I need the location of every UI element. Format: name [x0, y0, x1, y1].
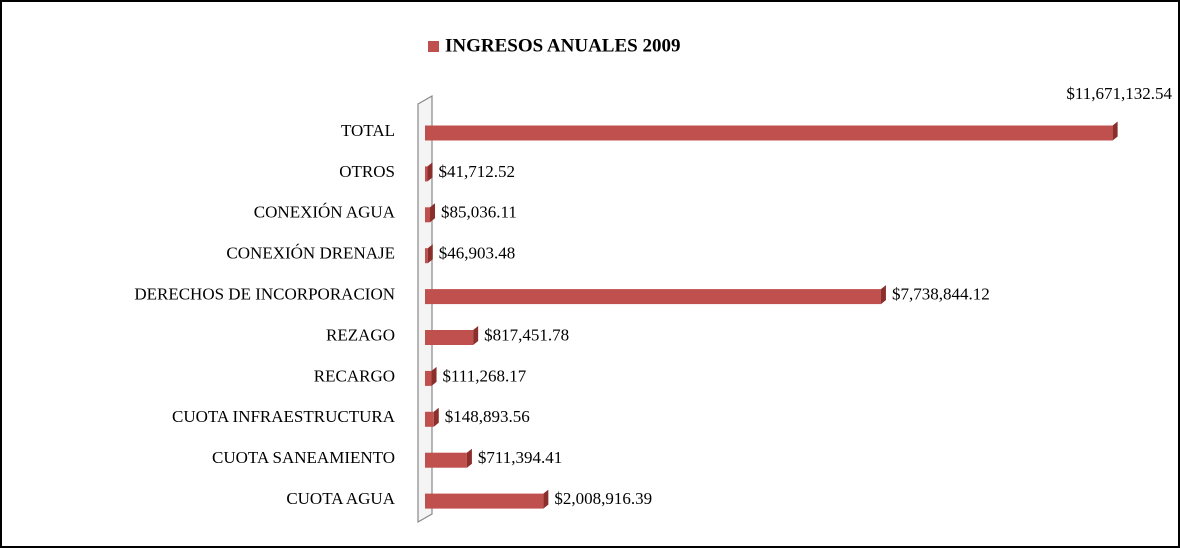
bar-side	[1112, 121, 1118, 141]
bar	[425, 248, 428, 264]
category-label: CUOTA SANEAMIENTO	[212, 448, 395, 467]
category-label: CUOTA AGUA	[286, 489, 395, 508]
value-label: $711,394.41	[478, 448, 562, 467]
value-label: $46,903.48	[439, 244, 516, 263]
category-label: CONEXIÓN DRENAJE	[226, 244, 395, 263]
bar-side	[427, 244, 433, 264]
category-label: RECARGO	[314, 366, 395, 385]
value-label: $111,268.17	[443, 366, 527, 385]
bar	[425, 330, 474, 345]
category-label: CONEXIÓN AGUA	[254, 203, 396, 222]
bar	[425, 207, 431, 223]
bar-side	[466, 448, 472, 468]
legend-label: INGRESOS ANUALES 2009	[445, 35, 680, 56]
category-label: TOTAL	[341, 121, 395, 140]
category-label: OTROS	[339, 162, 395, 181]
bar	[425, 125, 1113, 141]
bar	[425, 411, 434, 427]
bar-side	[430, 203, 436, 223]
bar-side	[433, 407, 439, 427]
value-label: $2,008,916.39	[554, 489, 652, 508]
category-label: REZAGO	[326, 325, 395, 344]
value-label: $41,712.52	[438, 162, 514, 181]
bar	[425, 493, 544, 509]
legend-swatch	[428, 41, 439, 52]
value-label: $85,036.11	[441, 203, 517, 222]
bar	[425, 166, 428, 182]
value-label: $148,893.56	[445, 407, 530, 426]
category-label: CUOTA INFRAESTRUCTURA	[172, 407, 396, 426]
bar-side	[880, 285, 886, 305]
value-label: $7,738,844.12	[892, 285, 990, 304]
bar	[425, 289, 881, 305]
bar-side	[473, 326, 479, 345]
bar-side	[431, 366, 437, 386]
bar	[425, 370, 432, 386]
category-label: DERECHOS DE INCORPORACION	[134, 285, 395, 304]
bar	[425, 452, 467, 468]
bar-side	[543, 489, 549, 509]
value-label: $11,671,132.54	[1066, 84, 1172, 103]
value-label: $817,451.78	[484, 325, 569, 344]
bar-side	[427, 162, 433, 182]
